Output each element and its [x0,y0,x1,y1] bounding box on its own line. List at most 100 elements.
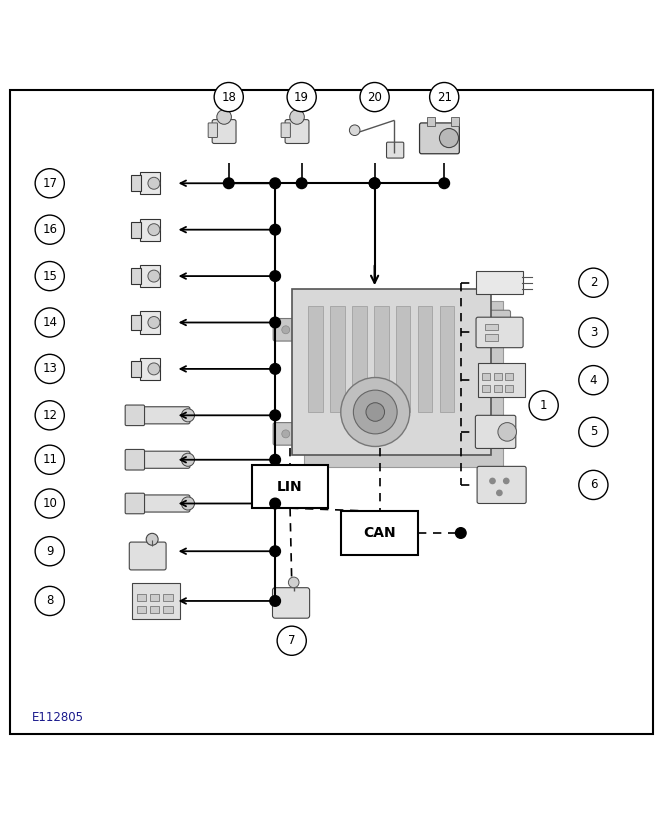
Text: 21: 21 [437,91,452,104]
Text: LIN: LIN [277,480,303,494]
Circle shape [35,400,64,430]
Circle shape [439,178,450,189]
Circle shape [35,489,64,518]
Text: 1: 1 [540,399,548,412]
FancyBboxPatch shape [485,310,511,333]
Circle shape [35,536,64,566]
FancyBboxPatch shape [418,306,432,412]
Circle shape [282,430,290,438]
Circle shape [148,363,160,375]
Circle shape [290,110,304,124]
FancyBboxPatch shape [427,117,436,125]
FancyBboxPatch shape [129,542,166,570]
FancyBboxPatch shape [494,385,502,392]
Circle shape [270,454,280,465]
Circle shape [349,125,360,135]
FancyBboxPatch shape [308,306,323,412]
FancyBboxPatch shape [341,512,418,555]
FancyBboxPatch shape [451,117,459,125]
Text: 13: 13 [42,363,57,376]
FancyBboxPatch shape [485,335,497,341]
Circle shape [182,409,194,422]
Circle shape [148,223,160,236]
FancyBboxPatch shape [140,172,160,194]
FancyBboxPatch shape [387,143,404,158]
Circle shape [498,423,516,441]
Text: 4: 4 [589,373,597,386]
Text: 10: 10 [42,497,57,510]
FancyBboxPatch shape [140,358,160,380]
FancyBboxPatch shape [273,319,298,341]
Circle shape [282,325,290,334]
Circle shape [270,410,280,420]
FancyBboxPatch shape [485,324,497,330]
FancyBboxPatch shape [440,306,454,412]
FancyBboxPatch shape [137,606,147,613]
Circle shape [494,317,502,325]
Circle shape [369,178,380,189]
Circle shape [579,417,608,447]
FancyBboxPatch shape [132,583,180,619]
FancyBboxPatch shape [476,317,523,348]
Circle shape [217,110,231,124]
FancyBboxPatch shape [137,594,147,602]
Circle shape [341,377,410,447]
Circle shape [270,596,280,606]
Circle shape [490,478,495,484]
FancyBboxPatch shape [252,465,328,508]
FancyBboxPatch shape [374,306,389,412]
FancyBboxPatch shape [505,385,513,392]
FancyBboxPatch shape [475,271,523,294]
Circle shape [182,497,194,510]
FancyBboxPatch shape [505,373,513,380]
FancyBboxPatch shape [304,302,503,467]
Circle shape [270,271,280,281]
FancyBboxPatch shape [281,123,290,138]
FancyBboxPatch shape [150,606,159,613]
Circle shape [579,366,608,395]
Circle shape [579,268,608,297]
FancyBboxPatch shape [150,594,159,602]
Text: CAN: CAN [363,526,396,540]
Circle shape [270,178,280,189]
Circle shape [148,270,160,282]
Circle shape [494,432,502,440]
FancyBboxPatch shape [208,123,217,138]
FancyBboxPatch shape [483,385,491,392]
FancyBboxPatch shape [131,222,141,237]
FancyBboxPatch shape [125,405,145,425]
Circle shape [270,499,280,508]
Circle shape [369,178,380,189]
Text: 2: 2 [589,276,597,289]
Text: E112805: E112805 [32,710,84,723]
Text: 3: 3 [589,326,597,339]
Circle shape [288,577,299,588]
FancyBboxPatch shape [131,176,141,191]
Circle shape [270,363,280,374]
FancyBboxPatch shape [163,606,172,613]
Circle shape [148,316,160,329]
Text: 16: 16 [42,223,57,236]
Circle shape [296,178,307,189]
FancyBboxPatch shape [478,363,526,397]
FancyBboxPatch shape [352,306,367,412]
FancyBboxPatch shape [273,423,298,445]
Circle shape [35,215,64,244]
Circle shape [455,527,466,538]
Text: 6: 6 [589,479,597,491]
Circle shape [35,261,64,291]
Text: 7: 7 [288,634,296,647]
FancyBboxPatch shape [141,495,190,512]
Circle shape [270,546,280,556]
FancyBboxPatch shape [396,306,410,412]
FancyBboxPatch shape [420,123,459,154]
Circle shape [182,453,194,466]
FancyBboxPatch shape [140,218,160,241]
FancyBboxPatch shape [292,289,491,455]
FancyBboxPatch shape [141,452,190,468]
Text: 9: 9 [46,545,54,558]
Text: 5: 5 [589,425,597,438]
FancyBboxPatch shape [140,265,160,288]
Circle shape [504,478,509,484]
Text: 14: 14 [42,316,57,329]
